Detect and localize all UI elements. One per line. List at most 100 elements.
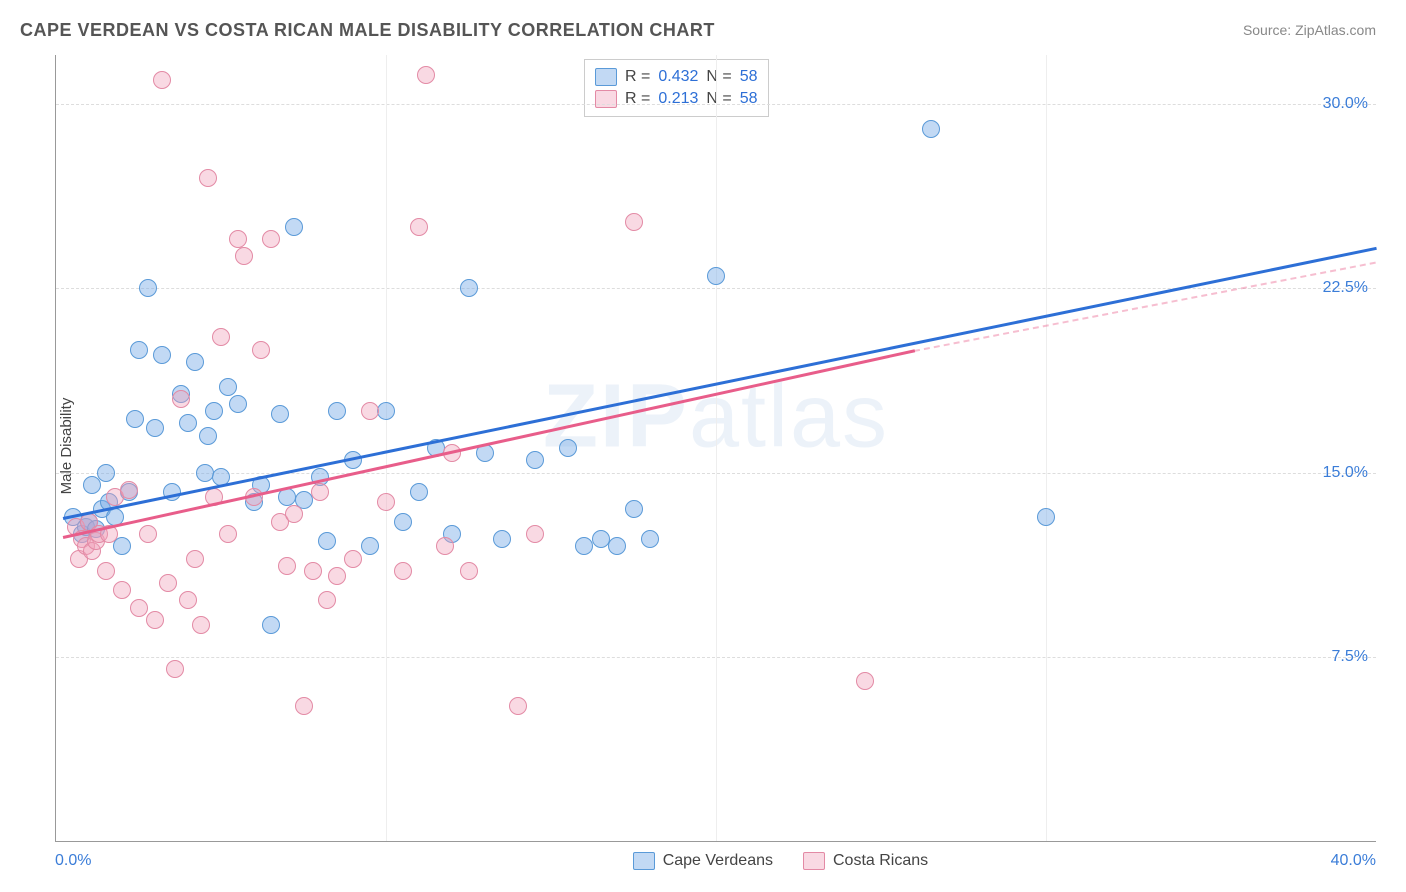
data-point-costa_ricans: [417, 66, 435, 84]
data-point-costa_ricans: [278, 557, 296, 575]
trend-line-costa-ricans-extrapolated: [914, 261, 1376, 351]
y-tick-label: 30.0%: [1323, 95, 1368, 113]
data-point-cape_verdeans: [146, 419, 164, 437]
data-point-cape_verdeans: [410, 483, 428, 501]
data-point-cape_verdeans: [199, 427, 217, 445]
legend-row-blue: R = 0.432 N = 58: [595, 66, 758, 88]
data-point-cape_verdeans: [205, 402, 223, 420]
y-tick-label: 15.0%: [1323, 464, 1368, 482]
data-point-costa_ricans: [113, 581, 131, 599]
data-point-costa_ricans: [460, 562, 478, 580]
data-point-costa_ricans: [526, 525, 544, 543]
data-point-cape_verdeans: [97, 464, 115, 482]
data-point-cape_verdeans: [196, 464, 214, 482]
data-point-cape_verdeans: [493, 530, 511, 548]
legend-label-cape-verdeans: Cape Verdeans: [663, 852, 773, 870]
data-point-costa_ricans: [295, 697, 313, 715]
data-point-cape_verdeans: [139, 279, 157, 297]
data-point-cape_verdeans: [361, 537, 379, 555]
data-point-costa_ricans: [212, 328, 230, 346]
y-tick-label: 22.5%: [1323, 279, 1368, 297]
data-point-cape_verdeans: [186, 353, 204, 371]
r-label: R =: [625, 68, 650, 86]
data-point-costa_ricans: [97, 562, 115, 580]
data-point-costa_ricans: [328, 567, 346, 585]
data-point-costa_ricans: [436, 537, 454, 555]
r-value-pink: 0.213: [658, 90, 698, 108]
data-point-cape_verdeans: [219, 378, 237, 396]
data-point-cape_verdeans: [625, 500, 643, 518]
data-point-costa_ricans: [252, 341, 270, 359]
data-point-costa_ricans: [311, 483, 329, 501]
data-point-cape_verdeans: [318, 532, 336, 550]
data-point-cape_verdeans: [608, 537, 626, 555]
n-value-pink: 58: [740, 90, 758, 108]
data-point-costa_ricans: [120, 481, 138, 499]
data-point-costa_ricans: [318, 591, 336, 609]
data-point-costa_ricans: [229, 230, 247, 248]
data-point-cape_verdeans: [922, 120, 940, 138]
n-value-blue: 58: [740, 68, 758, 86]
n-label: N =: [706, 90, 731, 108]
data-point-costa_ricans: [199, 169, 217, 187]
series-legend: Cape Verdeans Costa Ricans: [633, 852, 928, 870]
data-point-costa_ricans: [344, 550, 362, 568]
data-point-costa_ricans: [509, 697, 527, 715]
data-point-cape_verdeans: [278, 488, 296, 506]
y-tick-label: 7.5%: [1332, 648, 1368, 666]
data-point-cape_verdeans: [575, 537, 593, 555]
chart-title: CAPE VERDEAN VS COSTA RICAN MALE DISABIL…: [20, 20, 715, 41]
legend-swatch-blue: [633, 852, 655, 870]
grid-v: [1046, 55, 1047, 841]
correlation-legend: R = 0.432 N = 58 R = 0.213 N = 58: [584, 59, 769, 117]
data-point-costa_ricans: [856, 672, 874, 690]
source-label: Source: ZipAtlas.com: [1243, 22, 1376, 38]
legend-item-cape-verdeans: Cape Verdeans: [633, 852, 773, 870]
data-point-cape_verdeans: [526, 451, 544, 469]
data-point-costa_ricans: [179, 591, 197, 609]
data-point-costa_ricans: [394, 562, 412, 580]
chart-plot-area: ZIPatlas R = 0.432 N = 58 R = 0.213 N = …: [55, 55, 1376, 842]
data-point-costa_ricans: [377, 493, 395, 511]
grid-v: [386, 55, 387, 841]
legend-item-costa-ricans: Costa Ricans: [803, 852, 928, 870]
legend-row-pink: R = 0.213 N = 58: [595, 88, 758, 110]
data-point-costa_ricans: [410, 218, 428, 236]
data-point-cape_verdeans: [179, 414, 197, 432]
data-point-costa_ricans: [219, 525, 237, 543]
data-point-costa_ricans: [146, 611, 164, 629]
data-point-cape_verdeans: [707, 267, 725, 285]
trend-line-costa-ricans: [62, 350, 914, 539]
data-point-cape_verdeans: [377, 402, 395, 420]
data-point-costa_ricans: [192, 616, 210, 634]
legend-swatch-pink: [595, 90, 617, 108]
data-point-cape_verdeans: [285, 218, 303, 236]
data-point-cape_verdeans: [271, 405, 289, 423]
r-label: R =: [625, 90, 650, 108]
legend-swatch-pink: [803, 852, 825, 870]
data-point-costa_ricans: [172, 390, 190, 408]
data-point-cape_verdeans: [130, 341, 148, 359]
grid-v: [716, 55, 717, 841]
data-point-costa_ricans: [304, 562, 322, 580]
x-tick-max: 40.0%: [1331, 852, 1376, 870]
r-value-blue: 0.432: [658, 68, 698, 86]
data-point-costa_ricans: [262, 230, 280, 248]
legend-label-costa-ricans: Costa Ricans: [833, 852, 928, 870]
data-point-cape_verdeans: [641, 530, 659, 548]
legend-swatch-blue: [595, 68, 617, 86]
data-point-costa_ricans: [159, 574, 177, 592]
data-point-cape_verdeans: [1037, 508, 1055, 526]
n-label: N =: [706, 68, 731, 86]
data-point-cape_verdeans: [262, 616, 280, 634]
data-point-cape_verdeans: [460, 279, 478, 297]
data-point-costa_ricans: [153, 71, 171, 89]
data-point-cape_verdeans: [113, 537, 131, 555]
data-point-costa_ricans: [130, 599, 148, 617]
data-point-costa_ricans: [625, 213, 643, 231]
data-point-cape_verdeans: [126, 410, 144, 428]
data-point-cape_verdeans: [592, 530, 610, 548]
data-point-costa_ricans: [166, 660, 184, 678]
data-point-cape_verdeans: [153, 346, 171, 364]
data-point-cape_verdeans: [559, 439, 577, 457]
